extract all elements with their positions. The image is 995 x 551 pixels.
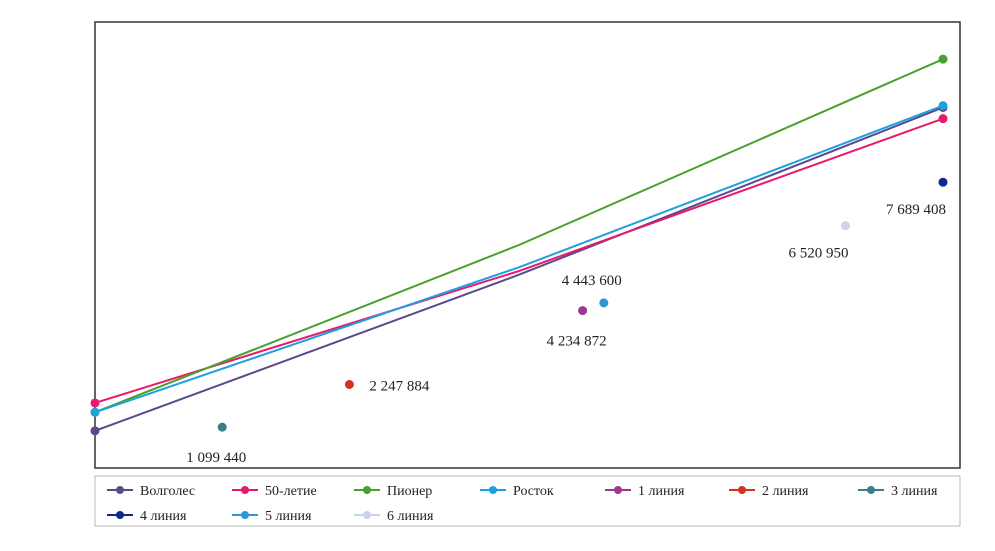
data-labels: 4 234 872 2 247 884 1 099 440 7 689 408 4 44… — [186, 202, 946, 466]
series-line-1 — [94, 117, 944, 404]
series-line-3 — [94, 104, 944, 414]
scatter-points — [217, 177, 948, 432]
legend-swatch-marker — [241, 486, 249, 494]
data-label-4-линия: 7 689 408 — [886, 202, 946, 218]
legend-label: 6 линия — [387, 509, 434, 524]
legend-label: Волголес — [140, 484, 195, 499]
legend-swatch-marker — [363, 486, 371, 494]
legend-item-2-линия: 2 линия — [729, 484, 809, 499]
legend-label: 4 линия — [140, 509, 187, 524]
legend-swatch-marker — [614, 486, 622, 494]
legend-box — [94, 475, 961, 527]
legend-swatch-marker — [241, 511, 249, 519]
series-3-marker-2 — [938, 101, 948, 111]
data-label-3-линия: 1 099 440 — [186, 450, 246, 466]
legend-swatch-marker — [489, 486, 497, 494]
legend-item-50-летие: 50-летие — [232, 484, 317, 499]
legend-item-3-линия: 3 линия — [858, 484, 938, 499]
legend-label: 5 линия — [265, 509, 312, 524]
series-line-0 — [94, 106, 944, 432]
data-label-1-линия: 4 234 872 — [547, 334, 607, 350]
legend-swatch-marker — [116, 486, 124, 494]
legend-label: 3 линия — [891, 484, 938, 499]
point-2-линия — [344, 379, 354, 389]
legend-item-4-линия: 4 линия — [107, 509, 187, 524]
legend: Волголес 50-летие Пионер Росток 1 линия 2 лин… — [107, 484, 938, 524]
legend-label: 2 линия — [762, 484, 809, 499]
legend-swatch-marker — [116, 511, 124, 519]
plot-area-frame — [94, 21, 961, 469]
data-label-6-линия: 6 520 950 — [788, 246, 848, 262]
point-3-линия — [217, 422, 227, 432]
point-1-линия — [578, 306, 588, 316]
data-label-2-линия: 2 247 884 — [369, 378, 430, 394]
legend-label: Росток — [513, 484, 554, 499]
legend-label: 1 линия — [638, 484, 685, 499]
point-5-линия — [599, 298, 609, 308]
series-line-2 — [94, 58, 944, 414]
legend-swatch-marker — [738, 486, 746, 494]
point-6-линия — [840, 221, 850, 231]
legend-item-1-линия: 1 линия — [605, 484, 685, 499]
point-4-линия — [938, 177, 948, 187]
legend-swatch-marker — [363, 511, 371, 519]
legend-swatch-marker — [867, 486, 875, 494]
legend-label: Пионер — [387, 484, 432, 499]
series-3-marker-0 — [90, 407, 100, 417]
data-label-5-линия: 4 443 600 — [562, 273, 622, 289]
series-2-marker-2 — [938, 54, 948, 64]
line-markers — [90, 54, 948, 436]
series-lines — [94, 58, 944, 432]
legend-label: 50-летие — [265, 484, 317, 499]
legend-item-росток: Росток — [480, 484, 554, 499]
series-1-marker-0 — [90, 398, 100, 408]
legend-item-пионер: Пионер — [354, 484, 432, 499]
legend-item-6-линия: 6 линия — [354, 509, 434, 524]
series-1-marker-2 — [938, 114, 948, 124]
series-0-marker-0 — [90, 426, 100, 436]
legend-item-волголес: Волголес — [107, 484, 195, 499]
legend-item-5-линия: 5 линия — [232, 509, 312, 524]
